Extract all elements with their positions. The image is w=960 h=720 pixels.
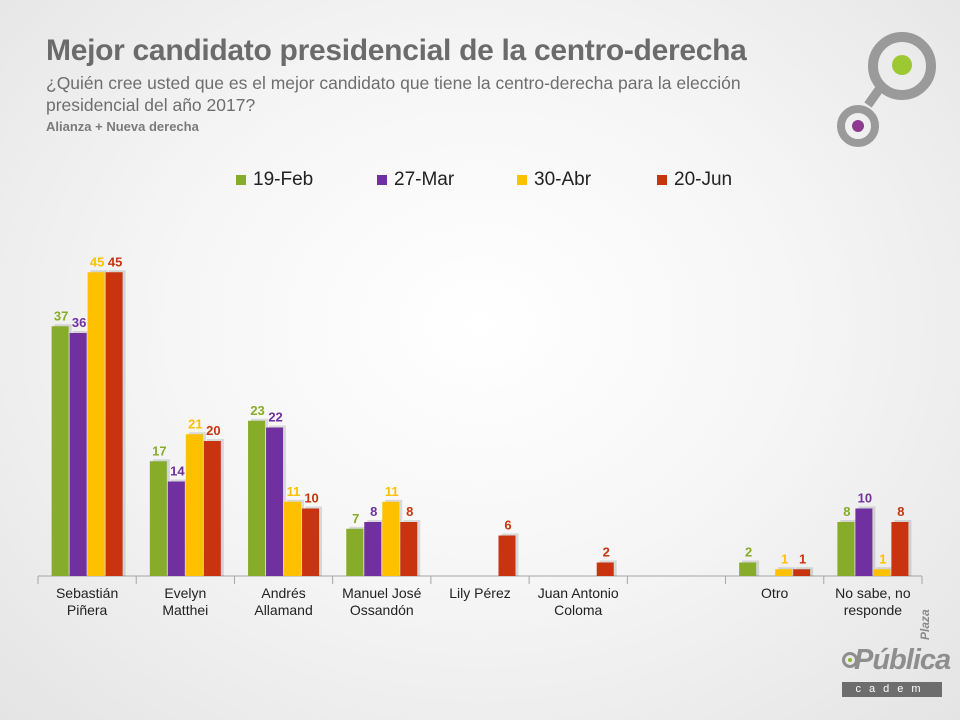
brand-plaza: Plaza (918, 609, 932, 640)
data-label: 45 (108, 254, 122, 269)
brand-ring-icon (842, 652, 858, 668)
bar-19-feb (739, 562, 757, 576)
logo-big-ring (868, 32, 936, 100)
category-label: Ossandón (350, 602, 414, 618)
data-label: 14 (170, 464, 185, 479)
data-label: 2 (603, 545, 610, 560)
bar-19-feb (51, 326, 69, 576)
category-label: Matthei (162, 602, 208, 618)
data-label: 10 (858, 491, 872, 506)
category-label: No sabe, no (835, 585, 911, 601)
bar-27-mar (855, 508, 873, 576)
bar-20-jun (203, 441, 221, 576)
category-label: Sebastián (56, 585, 118, 601)
category-label: Allamand (254, 602, 312, 618)
logo-small-ring (837, 105, 879, 147)
bar-20-jun (105, 272, 123, 576)
bar-27-mar (266, 427, 284, 576)
bar-30-abr (873, 569, 891, 576)
plaza-publica-cadem-logo: Pública Plaza cadem (838, 609, 951, 698)
logo-connector (864, 85, 884, 108)
data-label: 20 (206, 423, 220, 438)
bar-20-jun (596, 562, 614, 576)
bar-20-jun (400, 522, 418, 576)
bar-20-jun (498, 535, 516, 576)
category-label: Andrés (261, 585, 305, 601)
bar-30-abr (775, 569, 793, 576)
bar-30-abr (87, 272, 105, 576)
data-label: 8 (406, 504, 413, 519)
bar-27-mar (69, 333, 87, 576)
bar-30-abr (185, 434, 203, 576)
legend-label: 19-Feb (253, 169, 314, 190)
category-label: Piñera (67, 602, 108, 618)
legend-swatch (236, 175, 246, 185)
data-label: 1 (879, 551, 886, 566)
bar-30-abr (284, 501, 302, 576)
data-label: 7 (352, 511, 359, 526)
logo-rings-icon (837, 32, 936, 147)
data-label: 11 (385, 484, 399, 499)
legend-swatch (657, 175, 667, 185)
category-label: responde (844, 602, 903, 618)
chart-title: Mejor candidato presidencial de la centr… (46, 34, 747, 67)
logo-green-dot (892, 55, 912, 75)
bar-30-abr (382, 501, 400, 576)
brand-cadem: cadem (842, 682, 942, 697)
category-label: Juan Antonio (538, 585, 619, 601)
bar-19-feb (346, 528, 364, 576)
data-label: 1 (781, 551, 788, 566)
chart-subtitle: ¿Quién cree usted que es el mejor candid… (46, 73, 741, 115)
data-label: 6 (504, 518, 511, 533)
bar-20-jun (302, 508, 320, 576)
data-label: 1 (799, 551, 806, 566)
logo-purple-dot (852, 120, 864, 132)
bar-27-mar (167, 481, 185, 576)
data-label: 10 (304, 491, 318, 506)
category-label: Lily Pérez (449, 585, 510, 601)
legend-swatch (517, 175, 527, 185)
brand-publica: Pública (854, 644, 951, 676)
category-label: Manuel José (342, 585, 422, 601)
brand-dot-icon (848, 658, 852, 662)
data-label: 11 (287, 484, 301, 499)
bar-20-jun (891, 522, 909, 576)
legend-label: 30-Abr (534, 169, 592, 190)
bar-19-feb (149, 461, 167, 576)
chart-note: Alianza + Nueva derecha (46, 119, 199, 134)
bar-19-feb (837, 522, 855, 576)
legend-label: 27-Mar (394, 169, 455, 190)
category-label: Otro (761, 585, 788, 601)
data-label: 36 (72, 315, 86, 330)
legend-label: 20-Jun (674, 169, 733, 190)
data-label: 8 (843, 504, 850, 519)
data-label: 8 (370, 504, 377, 519)
data-label: 2 (745, 545, 752, 560)
data-label: 37 (54, 308, 68, 323)
data-label: 21 (188, 416, 202, 431)
bar-19-feb (248, 420, 266, 576)
category-label: Coloma (554, 602, 602, 618)
data-label: 8 (897, 504, 904, 519)
bar-20-jun (793, 569, 811, 576)
bar-27-mar (364, 522, 382, 576)
data-label: 23 (250, 403, 264, 418)
data-label: 45 (90, 254, 104, 269)
category-label: Evelyn (164, 585, 206, 601)
legend-swatch (377, 175, 387, 185)
data-label: 22 (268, 410, 282, 425)
data-label: 17 (152, 443, 166, 458)
